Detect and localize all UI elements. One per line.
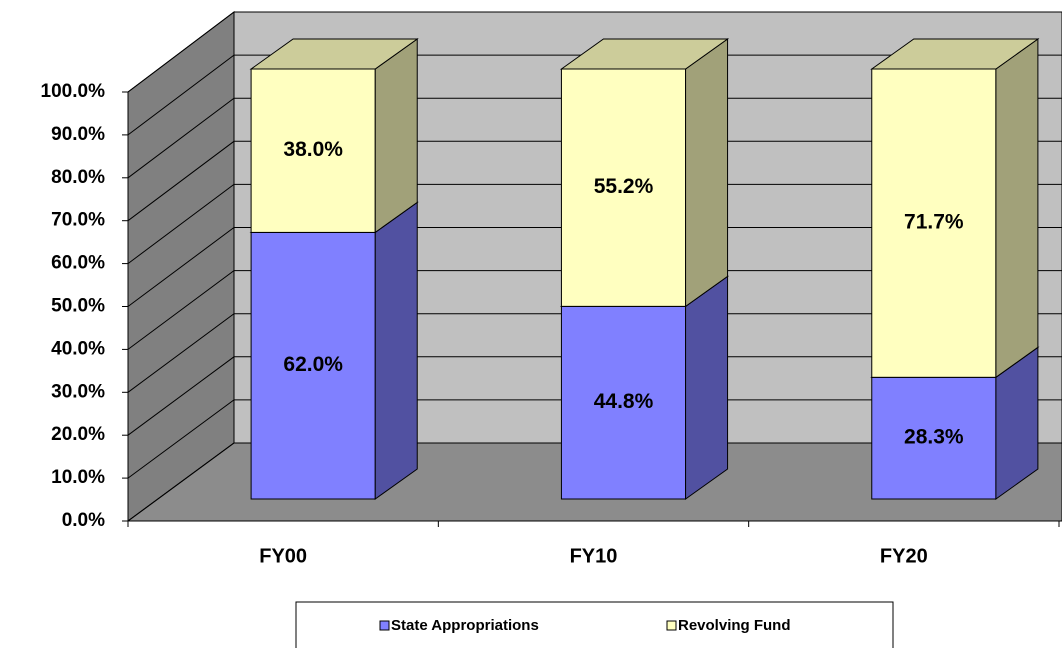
data-label: 38.0% xyxy=(283,138,343,161)
legend-label: State Appropriations xyxy=(391,617,539,634)
grid-line xyxy=(127,11,1062,93)
grid-line xyxy=(127,442,1062,522)
bar xyxy=(871,68,997,378)
y-tick-label: 30.0% xyxy=(51,381,105,402)
bar-top xyxy=(559,38,730,70)
y-tick-label: 100.0% xyxy=(41,81,106,102)
data-label: 71.7% xyxy=(904,211,964,234)
data-label: 62.0% xyxy=(283,353,343,376)
grid-line xyxy=(127,399,1062,479)
bar-top xyxy=(870,38,1040,70)
y-tick-label: 20.0% xyxy=(51,424,105,445)
bar-side xyxy=(685,38,729,308)
bar-side xyxy=(685,275,729,500)
grid xyxy=(127,11,1062,522)
data-label: 55.2% xyxy=(594,175,654,198)
y-tick-label: 0.0% xyxy=(62,510,105,531)
bar-side xyxy=(374,38,418,234)
data-label: 28.3% xyxy=(904,426,964,449)
legend-box xyxy=(295,601,894,648)
axes: 0.0% 10.0% 20.0% 30.0% 40.0% 50.0% 60.0% 70.0% 8… xyxy=(41,81,1062,567)
grid-line xyxy=(127,356,1062,436)
x-tick-label: FY20 xyxy=(880,545,928,567)
grid-line xyxy=(127,227,1062,307)
bar-top xyxy=(249,38,419,70)
legend: State Appropriations Revolving Fund xyxy=(379,617,791,634)
legend-swatch xyxy=(379,620,390,631)
grid-line xyxy=(127,313,1062,393)
bar xyxy=(560,68,687,307)
legend-label: Revolving Fund xyxy=(678,617,791,634)
data-label: 44.8% xyxy=(594,390,654,413)
y-tick-label: 70.0% xyxy=(51,210,105,231)
y-tick-label: 90.0% xyxy=(51,124,105,145)
grid-line xyxy=(127,270,1062,350)
bar xyxy=(871,376,997,500)
y-tick-label: 80.0% xyxy=(51,167,105,188)
grid-line xyxy=(127,54,1062,136)
bar-side xyxy=(995,38,1039,379)
y-tick-label: 60.0% xyxy=(51,253,105,274)
y-tick-label: 10.0% xyxy=(51,467,105,488)
bar-side xyxy=(374,201,418,500)
legend-swatch xyxy=(666,620,677,631)
grid-line xyxy=(127,140,1062,222)
bars: 62.0% 38.0% 44.8% 55.2% 28.3% 71.7% xyxy=(249,38,1040,500)
y-tick-label: 50.0% xyxy=(51,296,105,317)
grid-line xyxy=(127,183,1062,265)
x-tick-label: FY10 xyxy=(570,545,618,567)
y-tick-label: 40.0% xyxy=(51,338,105,359)
bar xyxy=(560,305,687,500)
grid-line xyxy=(127,97,1062,179)
x-tick-label: FY00 xyxy=(259,545,307,567)
